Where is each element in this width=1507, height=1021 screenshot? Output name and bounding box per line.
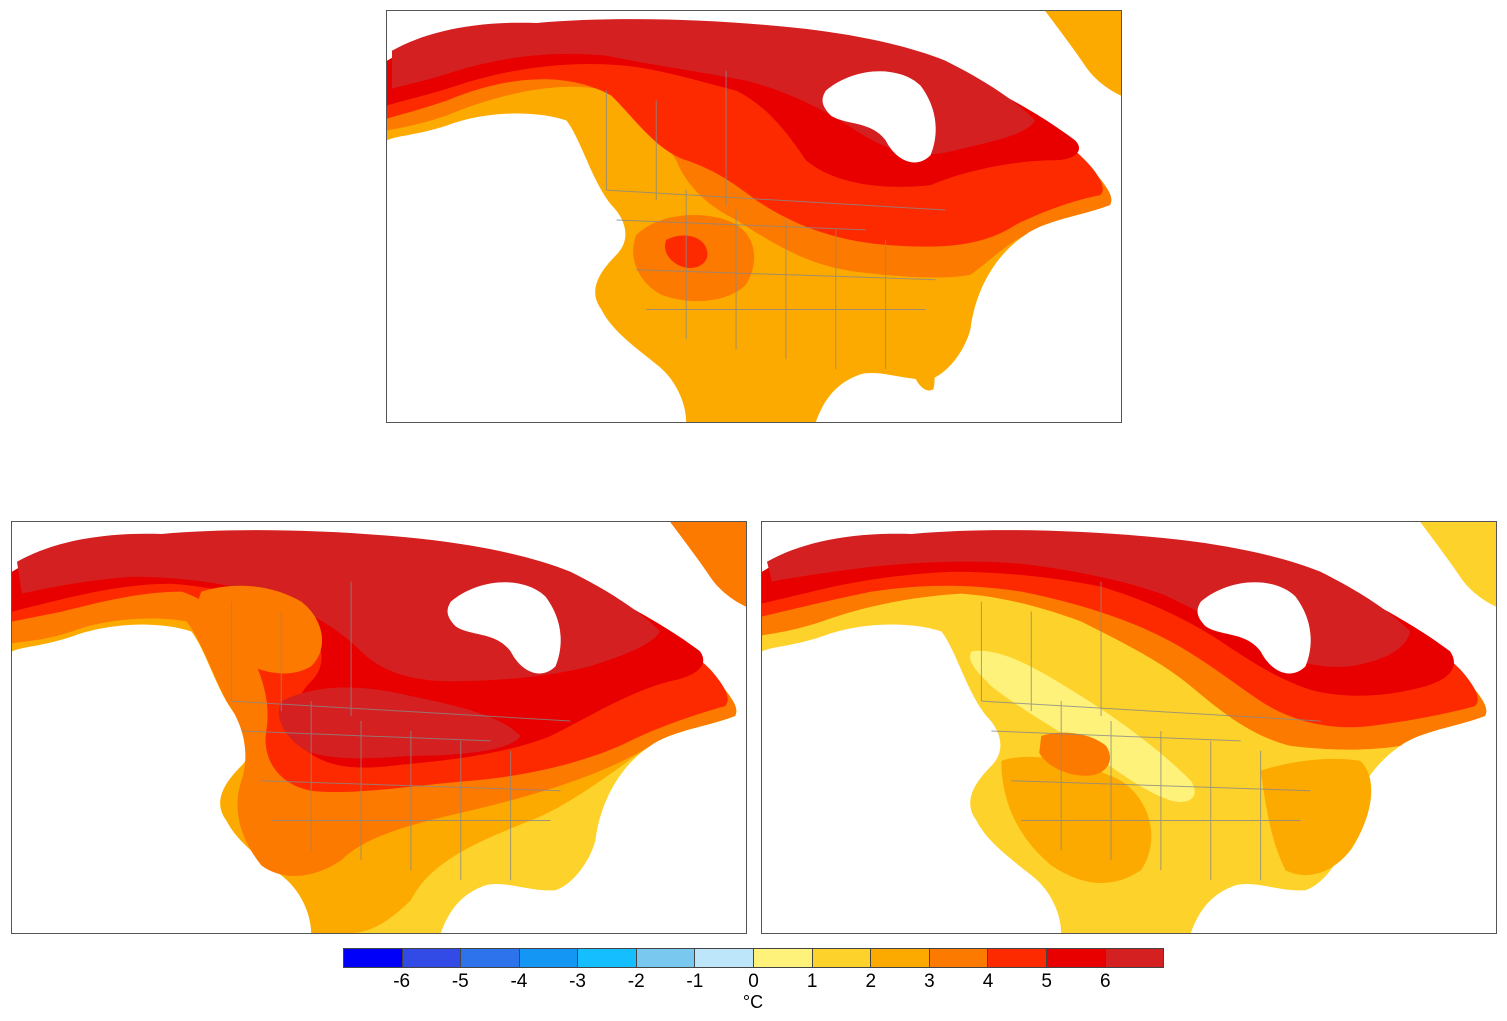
map-left-svg xyxy=(12,522,746,933)
western-cool-patch xyxy=(198,585,323,674)
colorbar-tick-label: 3 xyxy=(924,971,935,992)
colorbar-swatch xyxy=(871,949,930,967)
band-6-plus xyxy=(16,530,661,682)
greenland xyxy=(1420,522,1496,607)
hudson-bay xyxy=(447,582,561,674)
colorbar-swatch xyxy=(1046,949,1106,967)
colorbar-swatch xyxy=(578,949,637,967)
colorbar-swatch xyxy=(402,949,462,967)
colorbar-unit-label: °C xyxy=(742,992,764,1012)
band-2-3-east xyxy=(1260,758,1372,876)
colorbar-tick-label: -5 xyxy=(451,971,469,992)
colorbar-tick-label: 1 xyxy=(806,971,818,992)
colorbar-swatch xyxy=(519,949,579,967)
colorbar-tick-label: -1 xyxy=(686,971,704,992)
colorbar-swatch xyxy=(1105,949,1164,967)
arctic-channels xyxy=(762,522,1496,549)
arctic-channels xyxy=(387,11,1121,38)
rockies-hot-core xyxy=(1039,732,1110,776)
colorbar-tick-label: 6 xyxy=(1100,971,1111,992)
map-top-svg xyxy=(387,11,1121,422)
colorbar xyxy=(343,948,1164,968)
band-2-3-sw xyxy=(1001,756,1152,883)
colorbar-tick-label: 4 xyxy=(982,971,994,992)
map-panel-top xyxy=(386,10,1122,423)
colorbar-tick-label: -2 xyxy=(627,971,645,992)
state-boundaries xyxy=(230,581,571,881)
state-boundaries xyxy=(980,581,1321,881)
colorbar-swatch xyxy=(812,949,872,967)
colorbar-tick-label: -4 xyxy=(510,971,528,992)
arctic-channels xyxy=(12,522,746,549)
hudson-bay xyxy=(822,71,936,163)
colorbar-swatch xyxy=(988,949,1047,967)
interior-hot-core xyxy=(278,687,521,759)
greenland xyxy=(1045,11,1121,96)
map-panel-bottom-right xyxy=(761,521,1497,934)
colorbar-swatch xyxy=(695,949,755,967)
state-boundaries xyxy=(605,70,946,370)
colorbar-tick-label: 2 xyxy=(865,971,877,992)
colorbar-swatch xyxy=(344,949,403,967)
colorbar-swatch xyxy=(929,949,989,967)
colorbar-swatch xyxy=(636,949,696,967)
greenland xyxy=(670,522,746,607)
colorbar-tick-label: 5 xyxy=(1041,971,1052,992)
colorbar-tick-label: -6 xyxy=(393,971,411,992)
colorbar-swatch xyxy=(754,949,813,967)
map-panel-bottom-left xyxy=(11,521,747,934)
hudson-bay xyxy=(1197,582,1311,674)
gulf-coast xyxy=(912,339,935,391)
band-0-1 xyxy=(970,650,1195,802)
colorbar-tick-label: -3 xyxy=(569,971,587,992)
colorbar-tick-label: 0 xyxy=(748,971,759,992)
colorbar-swatch xyxy=(461,949,520,967)
map-right-svg xyxy=(762,522,1496,933)
